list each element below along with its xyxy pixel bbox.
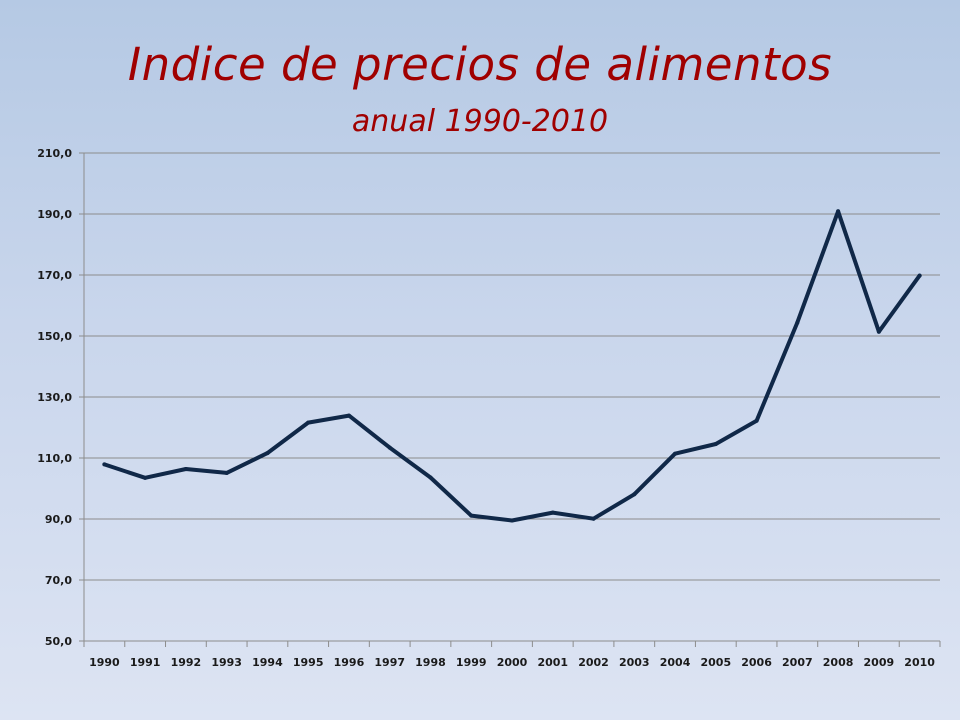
x-tick-label: 2002	[578, 656, 609, 669]
x-tick-label: 1990	[89, 656, 120, 669]
data-point	[917, 273, 922, 278]
x-tick-label: 1999	[456, 656, 487, 669]
data-point	[387, 445, 392, 450]
data-point	[591, 516, 596, 521]
x-tick-label: 1996	[334, 656, 365, 669]
x-tick-label: 2006	[741, 656, 772, 669]
x-tick-label: 1993	[211, 656, 242, 669]
y-tick-label: 50,0	[45, 635, 72, 648]
x-tick-label: 2004	[660, 656, 691, 669]
data-point	[346, 413, 351, 418]
data-point	[428, 475, 433, 480]
x-tick-label: 2001	[537, 656, 568, 669]
x-tick-label: 1998	[415, 656, 446, 669]
data-point	[306, 420, 311, 425]
gridlines	[84, 152, 940, 581]
y-tick-label: 170,0	[37, 269, 72, 282]
data-point	[876, 329, 881, 334]
data-point	[143, 475, 148, 480]
data-point	[510, 518, 514, 523]
data-point	[754, 418, 759, 423]
x-tick-label: 1992	[171, 656, 202, 669]
x-tick-labels: 1990 1991 1992 1993 1994 1995 1996 1997 1998 1999…	[89, 656, 935, 669]
data-point	[713, 441, 718, 446]
y-tick-label: 90,0	[45, 513, 72, 526]
data-point	[795, 320, 800, 325]
x-tick-label: 2008	[823, 656, 854, 669]
x-tick-label: 2010	[904, 656, 935, 669]
x-tick-label: 1994	[252, 656, 283, 669]
y-tick-labels: 50,0 70,0 90,0 110,0 130,0 150,0 170,0 190,0 210…	[37, 147, 72, 648]
x-tick-label: 1997	[374, 656, 405, 669]
data-point	[183, 466, 188, 471]
chart-title: Indice de precios de alimentos	[127, 38, 833, 91]
x-tick-label: 2009	[864, 656, 895, 669]
data-point	[265, 451, 270, 456]
y-tick-label: 110,0	[37, 452, 72, 465]
chart-subtitle: anual 1990-2010	[351, 104, 609, 139]
data-point	[102, 462, 107, 467]
series-layer	[102, 209, 922, 523]
data-point	[632, 492, 637, 497]
y-tick-label: 70,0	[45, 574, 72, 587]
data-point	[469, 513, 474, 518]
x-tick-label: 2003	[619, 656, 650, 669]
x-tick-label: 1991	[130, 656, 161, 669]
data-point	[550, 510, 555, 515]
x-tick-label: 2000	[497, 656, 528, 669]
data-point	[673, 451, 678, 456]
axes	[79, 152, 941, 647]
data-point	[836, 209, 841, 214]
data-point	[224, 470, 229, 475]
x-tick-label: 1995	[293, 656, 324, 669]
y-tick-label: 130,0	[37, 391, 72, 404]
y-tick-label: 210,0	[37, 147, 72, 160]
y-tick-label: 150,0	[37, 330, 72, 343]
y-tick-label: 190,0	[37, 208, 72, 221]
x-tick-label: 2005	[700, 656, 731, 669]
x-tick-label: 2007	[782, 656, 813, 669]
